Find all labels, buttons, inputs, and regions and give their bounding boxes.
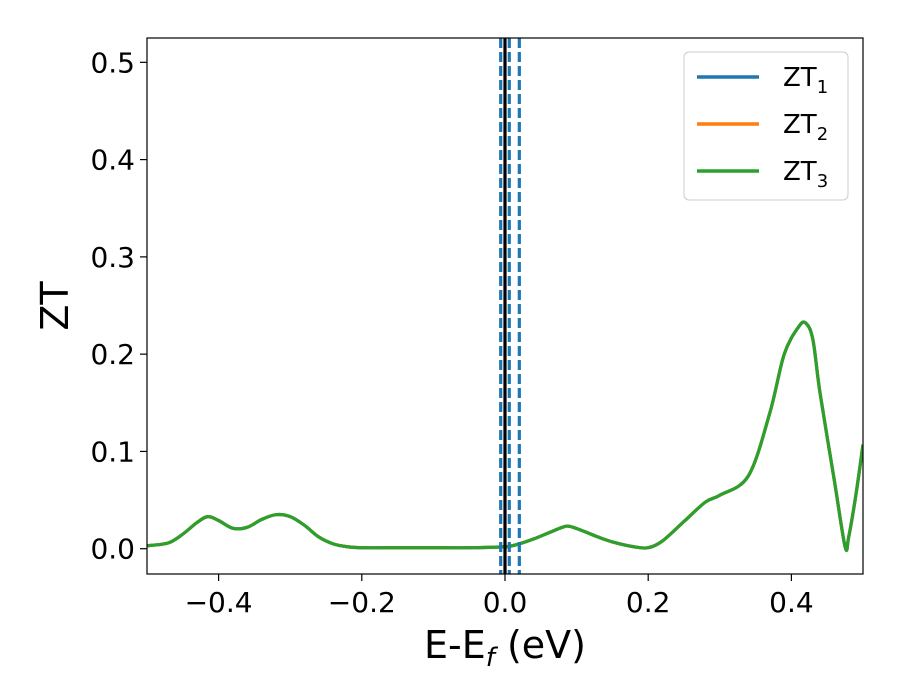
legend-label-zt3: ZT3: [783, 157, 828, 192]
legend-label-zt2: ZT2: [783, 110, 828, 145]
x-tick-label: 0.2: [626, 586, 671, 619]
x-axis-label: E-Ef (eV): [424, 623, 586, 673]
y-tick-label: 0.4: [90, 144, 135, 177]
x-axis-ticks: −0.4 −0.2 0.0 0.2 0.4: [185, 574, 814, 619]
plot-content: [147, 38, 863, 574]
y-axis-label: ZT: [33, 281, 77, 331]
y-tick-label: 0.5: [90, 46, 135, 79]
series-line-zt3: [147, 320, 863, 553]
y-tick-label: 0.0: [90, 533, 135, 566]
legend: ZT1 ZT2 ZT3: [683, 51, 849, 201]
y-tick-label: 0.2: [90, 338, 135, 371]
x-tick-label: 0.0: [483, 586, 528, 619]
x-tick-label: −0.4: [185, 586, 253, 619]
legend-frame: [683, 51, 849, 201]
y-tick-label: 0.3: [90, 241, 135, 274]
legend-label-zt1: ZT1: [783, 63, 828, 98]
y-tick-label: 0.1: [90, 435, 135, 468]
y-axis-ticks: 0.0 0.1 0.2 0.3 0.4 0.5: [90, 46, 147, 566]
x-tick-label: 0.4: [769, 586, 814, 619]
x-tick-label: −0.2: [328, 586, 396, 619]
